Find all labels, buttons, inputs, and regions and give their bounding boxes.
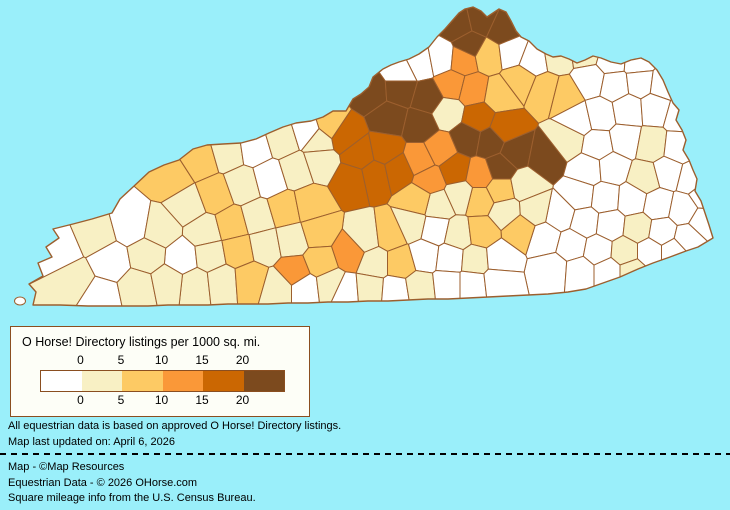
county-cell bbox=[649, 7, 713, 101]
county-cell bbox=[326, 7, 418, 82]
county-cell bbox=[673, 223, 713, 294]
county-cell bbox=[432, 270, 461, 306]
kentucky-bend-exclave bbox=[14, 296, 26, 306]
legend-color-segment bbox=[243, 371, 284, 391]
state-outline bbox=[28, 6, 714, 307]
county-cell bbox=[397, 7, 473, 43]
legend-title: O Horse! Directory listings per 1000 sq.… bbox=[22, 335, 261, 349]
last-updated-note: Map last updated on: April 6, 2026 bbox=[8, 436, 175, 448]
county-cell bbox=[29, 7, 196, 204]
county-cell bbox=[637, 237, 662, 281]
legend-tick-label: 20 bbox=[235, 353, 250, 367]
county-cell bbox=[487, 197, 521, 232]
county-cell bbox=[498, 64, 537, 107]
dashed-separator bbox=[0, 453, 730, 455]
county-cell bbox=[206, 263, 240, 306]
legend-tick-label: 5 bbox=[117, 353, 125, 367]
county-cell bbox=[269, 7, 388, 118]
legend-tick-label: 10 bbox=[154, 353, 169, 367]
census-credit: Square mileage info from the U.S. Census… bbox=[8, 492, 256, 504]
county-cell bbox=[461, 243, 489, 275]
legend-tick-label: 0 bbox=[77, 353, 84, 367]
county-cell bbox=[623, 7, 713, 74]
county-cell bbox=[286, 25, 352, 140]
county-cell bbox=[218, 7, 274, 169]
legend-color-segment bbox=[41, 371, 82, 391]
county-cell bbox=[150, 263, 183, 306]
legend-color-segment bbox=[81, 371, 122, 391]
county-cell bbox=[523, 251, 568, 306]
county-cell bbox=[619, 258, 681, 306]
legend-color-segment bbox=[203, 371, 244, 391]
legend-tick-label: 15 bbox=[195, 393, 209, 407]
legend-tick-label: 10 bbox=[154, 393, 169, 407]
legend-color-segment bbox=[122, 371, 163, 391]
legend-colorbar bbox=[40, 370, 285, 392]
county-cell bbox=[590, 180, 620, 214]
county-cell bbox=[355, 272, 384, 306]
legend-color-segment bbox=[162, 371, 203, 391]
county-cell bbox=[682, 89, 713, 163]
county-cell bbox=[593, 256, 621, 306]
legend-box: O Horse! Directory listings per 1000 sq.… bbox=[10, 326, 310, 417]
map-credit: Map - ©Map Resources bbox=[8, 461, 125, 473]
legend-tick-label: 15 bbox=[195, 353, 209, 367]
data-credit: Equestrian Data - © 2026 OHorse.com bbox=[8, 477, 198, 489]
legend-tick-label: 5 bbox=[117, 393, 125, 407]
legend-tick-label: 0 bbox=[77, 393, 84, 407]
data-source-note: All equestrian data is based on approved… bbox=[8, 420, 342, 432]
legend-tick-label: 20 bbox=[235, 393, 250, 407]
kentucky-choropleth-map bbox=[14, 6, 714, 307]
county-layer bbox=[29, 7, 713, 306]
county-cell bbox=[661, 237, 713, 306]
county-cell bbox=[76, 7, 220, 184]
